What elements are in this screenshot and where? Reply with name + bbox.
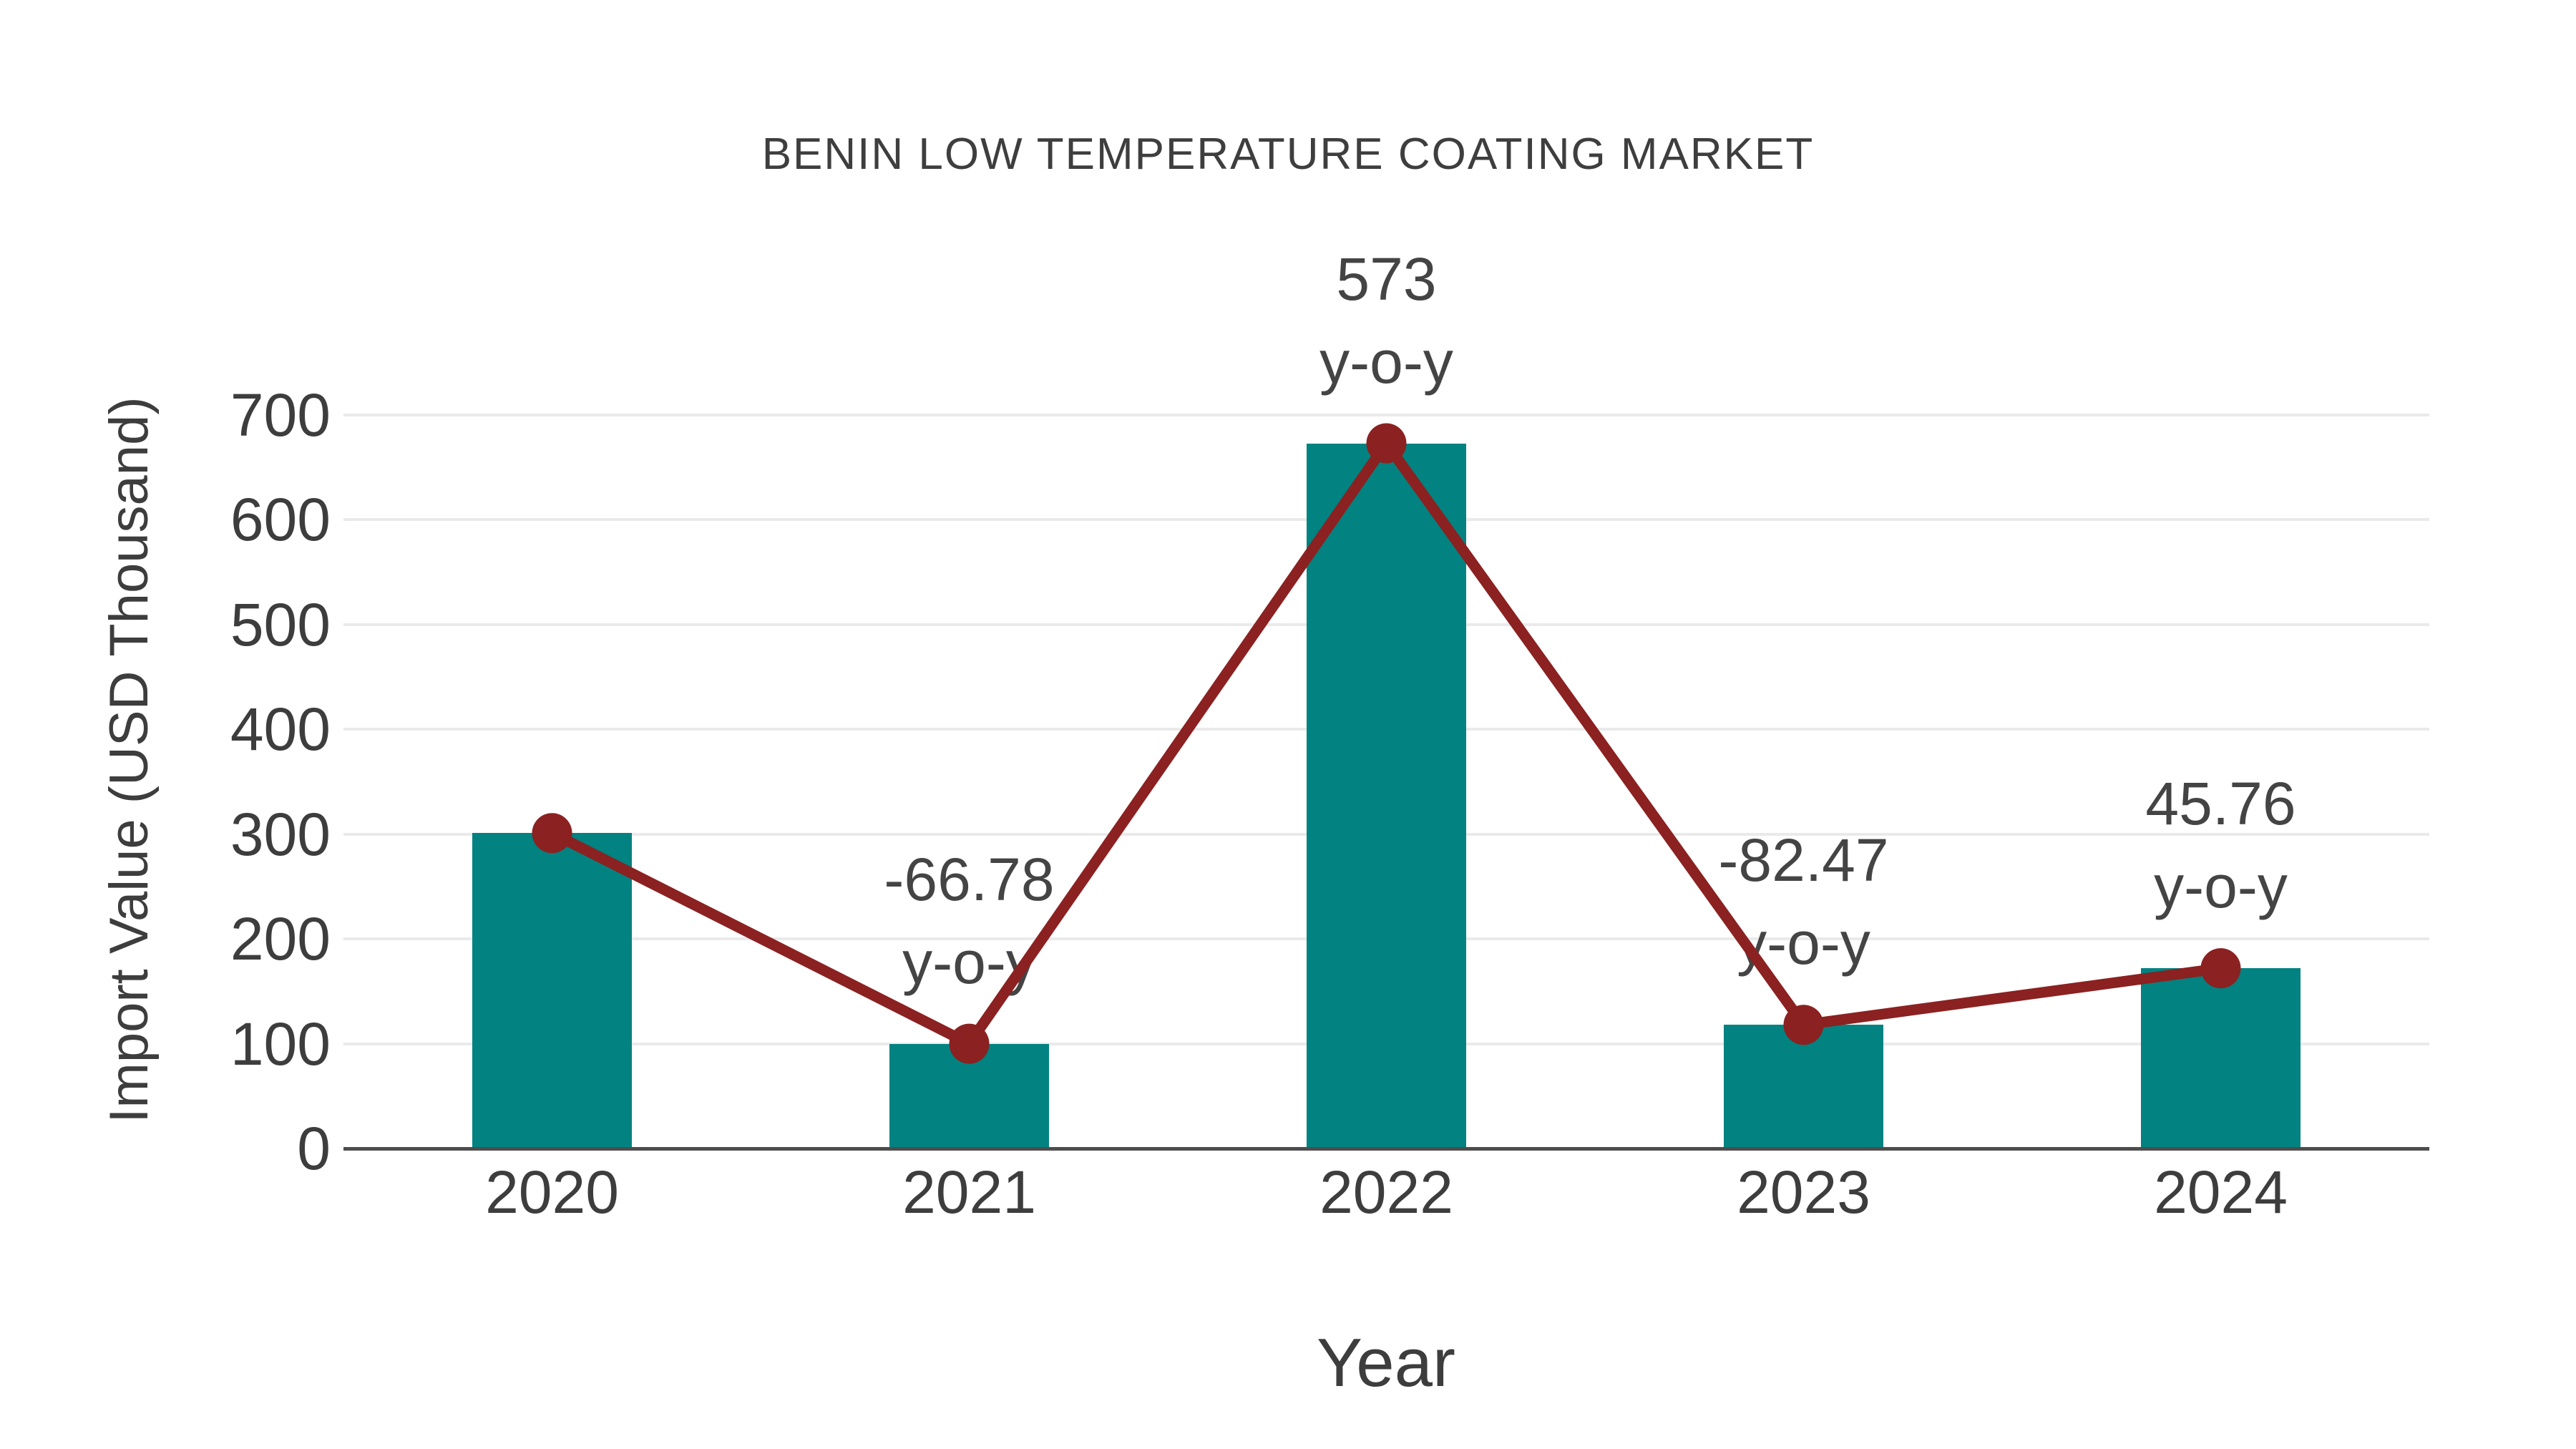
x-tick-label-2022: 2022 [1319,1158,1453,1226]
y-tick-label-200: 200 [230,905,331,973]
annotation-2022: 573 y-o-y [1136,238,1637,404]
x-tick-label-2023: 2023 [1737,1158,1870,1226]
y-tick-label-300: 300 [230,800,331,868]
y-tick-label-500: 500 [230,590,331,658]
x-axis-title: Year [1317,1324,1455,1401]
y-tick-label-0: 0 [297,1115,331,1182]
bar-2020 [472,833,632,1148]
y-tick-label-600: 600 [230,486,331,554]
chart-title: BENIN LOW TEMPERATURE COATING MARKET [761,130,1815,179]
y-tick-label-700: 700 [230,381,331,449]
gridline-700 [343,414,2429,416]
x-axis-line [343,1147,2429,1151]
annotation-2021: -66.78 y-o-y [719,838,1220,1004]
annotation-suffix-2024: y-o-y [2154,853,2288,921]
bar-2023 [1724,1025,1883,1148]
annotation-2024: 45.76 y-o-y [1971,762,2472,928]
annotation-value-2022: 573 [1336,245,1437,313]
x-tick-label-2024: 2024 [2154,1158,2288,1226]
annotation-value-2021: -66.78 [884,845,1055,913]
bar-2022 [1307,443,1466,1148]
y-tick-label-400: 400 [230,696,331,763]
annotation-suffix-2021: y-o-y [902,928,1036,996]
x-tick-label-2021: 2021 [902,1158,1036,1226]
y-tick-label-100: 100 [230,1010,331,1078]
annotation-suffix-2022: y-o-y [1319,328,1453,396]
bar-2021 [889,1043,1049,1148]
x-tick-label-2020: 2020 [485,1158,619,1226]
bar-2024 [2141,968,2301,1148]
annotation-value-2024: 45.76 [2145,770,2296,838]
